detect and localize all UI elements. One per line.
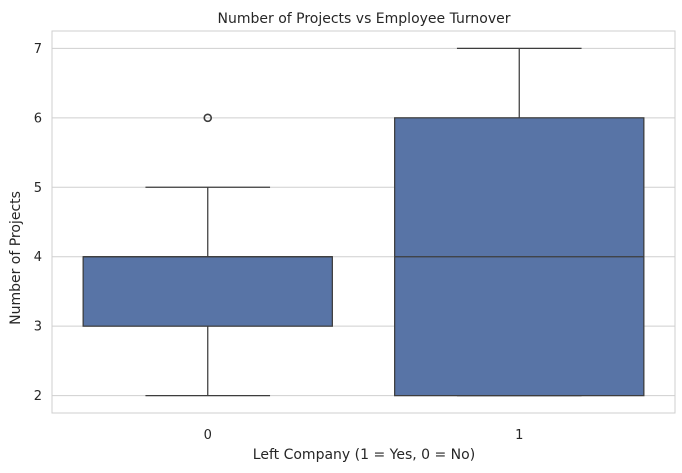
- x-tick-label: 1: [515, 428, 523, 443]
- chart-title: Number of Projects vs Employee Turnover: [218, 11, 511, 27]
- y-tick-label: 5: [34, 181, 42, 196]
- y-tick-label: 3: [34, 320, 42, 335]
- box-iqr: [82, 256, 333, 327]
- y-tick-label: 4: [34, 250, 42, 265]
- box-group-0: [82, 113, 333, 397]
- box-group-1: [394, 47, 645, 397]
- outlier-point: [203, 113, 213, 123]
- x-axis-label: Left Company (1 = Yes, 0 = No): [253, 447, 475, 463]
- y-tick-labels: 2 3 4 5 6 7: [34, 42, 42, 404]
- y-tick-label: 7: [34, 42, 42, 57]
- x-tick-label: 0: [204, 428, 212, 443]
- boxes: [82, 47, 645, 397]
- y-axis-label: Number of Projects: [8, 191, 24, 325]
- plot-area: [51, 30, 676, 414]
- y-tick-label: 6: [34, 111, 42, 126]
- y-tick-label: 2: [34, 389, 42, 404]
